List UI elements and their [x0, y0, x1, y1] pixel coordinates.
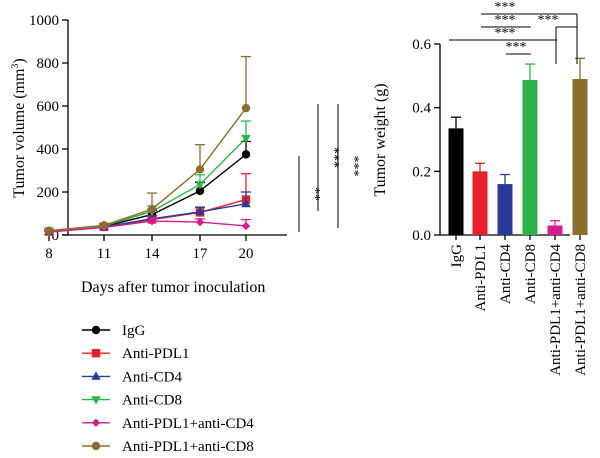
- legend-marker: [91, 325, 101, 335]
- data-point: [195, 186, 205, 196]
- line-chart-y-axis-title-close: ): [11, 58, 28, 63]
- line-chart-axes: 0 200 400 600 800 1000 8 11 14 17 20: [29, 13, 287, 262]
- bar-group: Anti-PDL1: [472, 162, 489, 312]
- bar-chart-y-tick-label: 0.2: [412, 164, 431, 180]
- bar-chart: 0.0 0.2 0.4 0.6 IgG Anti-PDL1 Anti-CD4 Anti-CD…: [372, 0, 589, 376]
- bar-group: Anti-PDL1+anti-CD4: [547, 220, 564, 376]
- legend-label: Anti-PDL1+anti-CD4: [122, 416, 254, 432]
- legend-marker: [91, 418, 101, 427]
- bar: [448, 128, 464, 235]
- bar: [572, 79, 588, 236]
- legend-label: Anti-CD8: [122, 393, 182, 409]
- line-chart-x-tick-label: 8: [45, 246, 53, 262]
- data-point: [241, 134, 251, 144]
- data-point: [241, 103, 251, 113]
- legend-marker: [91, 441, 101, 451]
- legend-label: Anti-PDL1: [122, 346, 190, 362]
- series-line: [48, 220, 247, 233]
- bar-chart-x-tick-label: Anti-PDL1: [473, 244, 489, 312]
- legend-label: IgG: [122, 323, 145, 339]
- line-chart-y-tick-label: 600: [37, 99, 60, 115]
- significance-label: ***: [326, 147, 341, 168]
- bar-chart-y-tick-label: 0.6: [412, 37, 431, 53]
- bar-chart-axes: 0.0 0.2 0.4 0.6: [412, 37, 570, 244]
- data-point: [195, 165, 205, 174]
- legend-item: Anti-PDL1+anti-CD4: [82, 416, 254, 432]
- data-point: [147, 205, 157, 214]
- significance-label: ***: [506, 40, 527, 55]
- bar-group: Anti-PDL1+anti-CD8: [572, 57, 589, 376]
- legend: IgG Anti-PDL1 Anti-CD4 Anti-CD8 Anti-PDL1+an…: [82, 323, 254, 455]
- data-point: [147, 216, 157, 226]
- legend-label: Anti-CD4: [122, 369, 183, 385]
- bar-chart-x-tick-label: IgG: [449, 244, 465, 267]
- line-chart-y-axis-title: Tumor volume (mm3): [10, 58, 28, 198]
- line-chart-y-tick-label: 0: [52, 228, 60, 244]
- line-chart-x-tick-label: 14: [145, 246, 161, 262]
- legend-item: Anti-PDL1: [82, 346, 190, 362]
- data-point: [195, 181, 205, 190]
- bar-group: Anti-CD8: [522, 63, 539, 304]
- bar: [522, 79, 538, 235]
- line-chart-y-axis-title-superscript: 3: [10, 64, 21, 69]
- significance-label: ***: [495, 0, 516, 15]
- legend-item: Anti-PDL1+anti-CD8: [82, 439, 254, 455]
- significance-label: ***: [346, 156, 361, 177]
- bar: [497, 184, 513, 235]
- data-point: [99, 221, 109, 230]
- legend-item: Anti-CD4: [82, 369, 183, 385]
- data-point: [195, 206, 205, 216]
- significance-label: ***: [538, 13, 559, 28]
- bar-group: IgG: [448, 116, 465, 267]
- line-series: [44, 173, 251, 236]
- bar-chart-x-tick-label: Anti-PDL1+anti-CD4: [548, 244, 564, 376]
- bar-group: Anti-CD4: [497, 173, 514, 305]
- significance-label: ***: [495, 26, 516, 41]
- bar: [547, 225, 563, 235]
- line-chart-x-axis-title: Days after tumor inoculation: [81, 279, 265, 296]
- line-chart-x-tick-label: 11: [97, 246, 111, 262]
- significance-label: ***: [495, 13, 516, 28]
- line-chart-x-tick-label: 17: [193, 246, 209, 262]
- data-point: [241, 221, 251, 231]
- line-chart-y-tick-label: 800: [37, 56, 60, 72]
- data-point: [44, 226, 54, 235]
- data-point: [195, 217, 205, 227]
- legend-marker: [91, 371, 101, 380]
- legend-item: Anti-CD8: [82, 393, 182, 409]
- legend-item: IgG: [82, 323, 145, 339]
- bar-chart-x-tick-label: Anti-CD4: [498, 244, 514, 305]
- line-chart-y-tick-label: 200: [37, 185, 60, 201]
- bar-chart-significance: ***************: [449, 0, 578, 64]
- line-chart-significance: ***** ***: [298, 104, 361, 232]
- significance-label: **: [307, 187, 322, 201]
- line-chart-y-tick-label: 400: [37, 142, 60, 158]
- line-chart-x-tick-label: 20: [239, 246, 254, 262]
- line-chart-y-axis-title-text: Tumor volume (mm: [11, 68, 28, 198]
- line-chart-y-tick-label: 1000: [29, 13, 59, 29]
- bar-chart-y-axis-title: Tumor weight (g): [372, 83, 389, 196]
- bar-chart-y-tick-label: 0.4: [412, 101, 431, 117]
- line-series: [44, 55, 251, 235]
- legend-marker: [91, 349, 101, 358]
- bar-chart-x-tick-label: Anti-PDL1+anti-CD8: [573, 244, 589, 376]
- data-point: [241, 150, 251, 159]
- bar-chart-y-tick-label: 0.0: [412, 228, 431, 244]
- legend-label: Anti-PDL1+anti-CD8: [122, 439, 254, 455]
- series-line: [48, 137, 247, 233]
- bar-chart-x-tick-label: Anti-CD8: [523, 244, 539, 304]
- bar-chart-bars: IgG Anti-PDL1 Anti-CD4 Anti-CD8 Anti-PDL1+an…: [448, 57, 589, 376]
- bar: [472, 171, 488, 235]
- line-chart-series: [44, 55, 251, 237]
- legend-marker: [91, 396, 101, 405]
- data-point: [241, 198, 251, 208]
